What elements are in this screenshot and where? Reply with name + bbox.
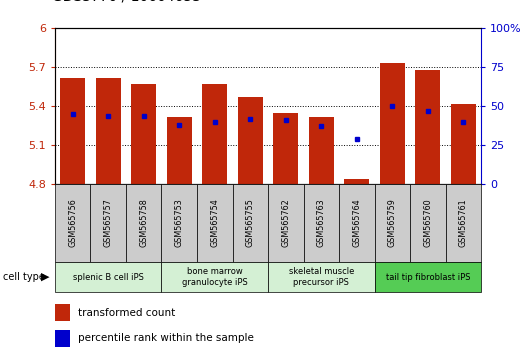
Text: ▶: ▶ xyxy=(41,272,50,282)
Bar xyxy=(55,304,70,321)
Bar xyxy=(55,184,90,262)
Text: GSM565757: GSM565757 xyxy=(104,199,112,247)
Text: splenic B cell iPS: splenic B cell iPS xyxy=(73,273,144,281)
Bar xyxy=(162,262,268,292)
Bar xyxy=(374,262,481,292)
Bar xyxy=(162,184,197,262)
Bar xyxy=(55,330,70,347)
Bar xyxy=(268,184,303,262)
Bar xyxy=(60,78,85,184)
Bar xyxy=(126,184,162,262)
Text: GSM565759: GSM565759 xyxy=(388,199,397,247)
Bar xyxy=(167,116,191,184)
Bar xyxy=(55,262,162,292)
Text: GSM565763: GSM565763 xyxy=(317,199,326,247)
Text: GSM565754: GSM565754 xyxy=(210,199,219,247)
Text: bone marrow
granulocyte iPS: bone marrow granulocyte iPS xyxy=(182,267,247,287)
Bar xyxy=(303,184,339,262)
Text: tail tip fibroblast iPS: tail tip fibroblast iPS xyxy=(385,273,470,281)
Text: skeletal muscle
precursor iPS: skeletal muscle precursor iPS xyxy=(289,267,354,287)
Text: cell type: cell type xyxy=(3,272,44,282)
Text: GDS3770 / 10604653: GDS3770 / 10604653 xyxy=(52,0,201,4)
Text: GSM565755: GSM565755 xyxy=(246,199,255,247)
Bar xyxy=(96,78,121,184)
Bar xyxy=(410,184,446,262)
Bar xyxy=(446,184,481,262)
Text: GSM565761: GSM565761 xyxy=(459,199,468,247)
Text: GSM565753: GSM565753 xyxy=(175,199,184,247)
Bar xyxy=(380,63,405,184)
Bar xyxy=(131,84,156,184)
Bar xyxy=(274,113,298,184)
Bar xyxy=(309,116,334,184)
Text: GSM565764: GSM565764 xyxy=(353,199,361,247)
Bar xyxy=(268,262,374,292)
Bar xyxy=(339,184,374,262)
Text: GSM565760: GSM565760 xyxy=(424,199,433,247)
Bar xyxy=(415,70,440,184)
Bar xyxy=(197,184,233,262)
Bar xyxy=(202,84,227,184)
Text: percentile rank within the sample: percentile rank within the sample xyxy=(78,333,254,343)
Bar xyxy=(345,179,369,184)
Bar xyxy=(233,184,268,262)
Bar xyxy=(238,97,263,184)
Bar xyxy=(374,184,410,262)
Text: transformed count: transformed count xyxy=(78,308,176,318)
Text: GSM565762: GSM565762 xyxy=(281,199,290,247)
Bar xyxy=(90,184,126,262)
Bar xyxy=(451,104,476,184)
Text: GSM565758: GSM565758 xyxy=(139,199,148,247)
Text: GSM565756: GSM565756 xyxy=(68,199,77,247)
